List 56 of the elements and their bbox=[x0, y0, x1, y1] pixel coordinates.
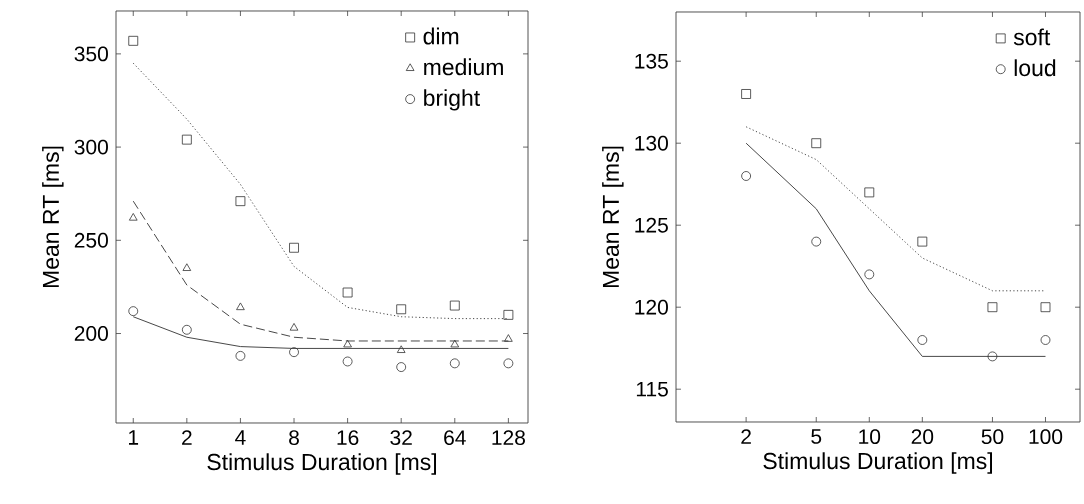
x-tick-label: 16 bbox=[337, 430, 359, 446]
x-tick-label: 100 bbox=[1029, 429, 1063, 445]
point bbox=[342, 356, 353, 367]
x-tick-label: 2 bbox=[182, 430, 192, 445]
legend-label: dim bbox=[423, 27, 459, 45]
y-tick-label: 130 bbox=[635, 135, 668, 151]
x-tick-label: 64 bbox=[444, 430, 466, 446]
point bbox=[182, 263, 192, 271]
point bbox=[181, 134, 192, 145]
x-tick-label: 50 bbox=[981, 429, 1004, 445]
y-axis-title: Mean RT [ms] bbox=[42, 146, 64, 288]
y-tick-label: 125 bbox=[635, 217, 668, 233]
x-tick-label: 128 bbox=[492, 430, 525, 446]
x-axis-title: Stimulus Duration [ms] bbox=[763, 452, 992, 474]
x-tick-label: 20 bbox=[911, 429, 934, 445]
x-tick-label: 32 bbox=[390, 430, 412, 446]
y-tick-label: 135 bbox=[635, 53, 668, 69]
point bbox=[289, 347, 299, 358]
legend-label: bright bbox=[424, 89, 480, 111]
x-tick-label: 10 bbox=[859, 429, 881, 445]
legend-label: soft bbox=[1013, 28, 1051, 46]
point bbox=[504, 334, 513, 342]
x-tick-label: 5 bbox=[811, 429, 822, 444]
y-tick-label: 115 bbox=[636, 381, 668, 397]
y-tick-label: 350 bbox=[74, 46, 108, 62]
x-axis-title: Stimulus Duration [ms] bbox=[207, 453, 436, 475]
point bbox=[396, 362, 407, 372]
legend-label: medium bbox=[424, 58, 503, 76]
y-tick-label: 200 bbox=[74, 326, 108, 341]
point bbox=[236, 302, 245, 311]
point bbox=[235, 350, 246, 361]
point bbox=[450, 339, 460, 348]
y-tick-label: 250 bbox=[74, 232, 108, 248]
point bbox=[128, 35, 139, 46]
point bbox=[449, 358, 460, 369]
y-tick-label: 120 bbox=[635, 299, 668, 315]
point bbox=[235, 196, 246, 207]
point bbox=[342, 287, 353, 298]
point bbox=[396, 304, 407, 315]
y-tick-label: 300 bbox=[74, 139, 108, 155]
point bbox=[128, 306, 139, 317]
point bbox=[503, 309, 514, 320]
x-tick-label: 8 bbox=[289, 430, 299, 446]
point bbox=[181, 324, 192, 335]
x-tick-label: 4 bbox=[235, 430, 246, 445]
point bbox=[503, 358, 514, 369]
x-tick-label: 1 bbox=[129, 430, 139, 445]
point bbox=[289, 242, 299, 253]
point bbox=[343, 339, 352, 348]
y-axis-title: Mean RT [ms] bbox=[602, 146, 624, 288]
point bbox=[289, 323, 299, 331]
point bbox=[396, 345, 406, 353]
x-tick-label: 2 bbox=[741, 429, 751, 444]
legend-label: loud bbox=[1014, 59, 1056, 77]
point bbox=[128, 213, 138, 221]
point bbox=[449, 300, 460, 311]
